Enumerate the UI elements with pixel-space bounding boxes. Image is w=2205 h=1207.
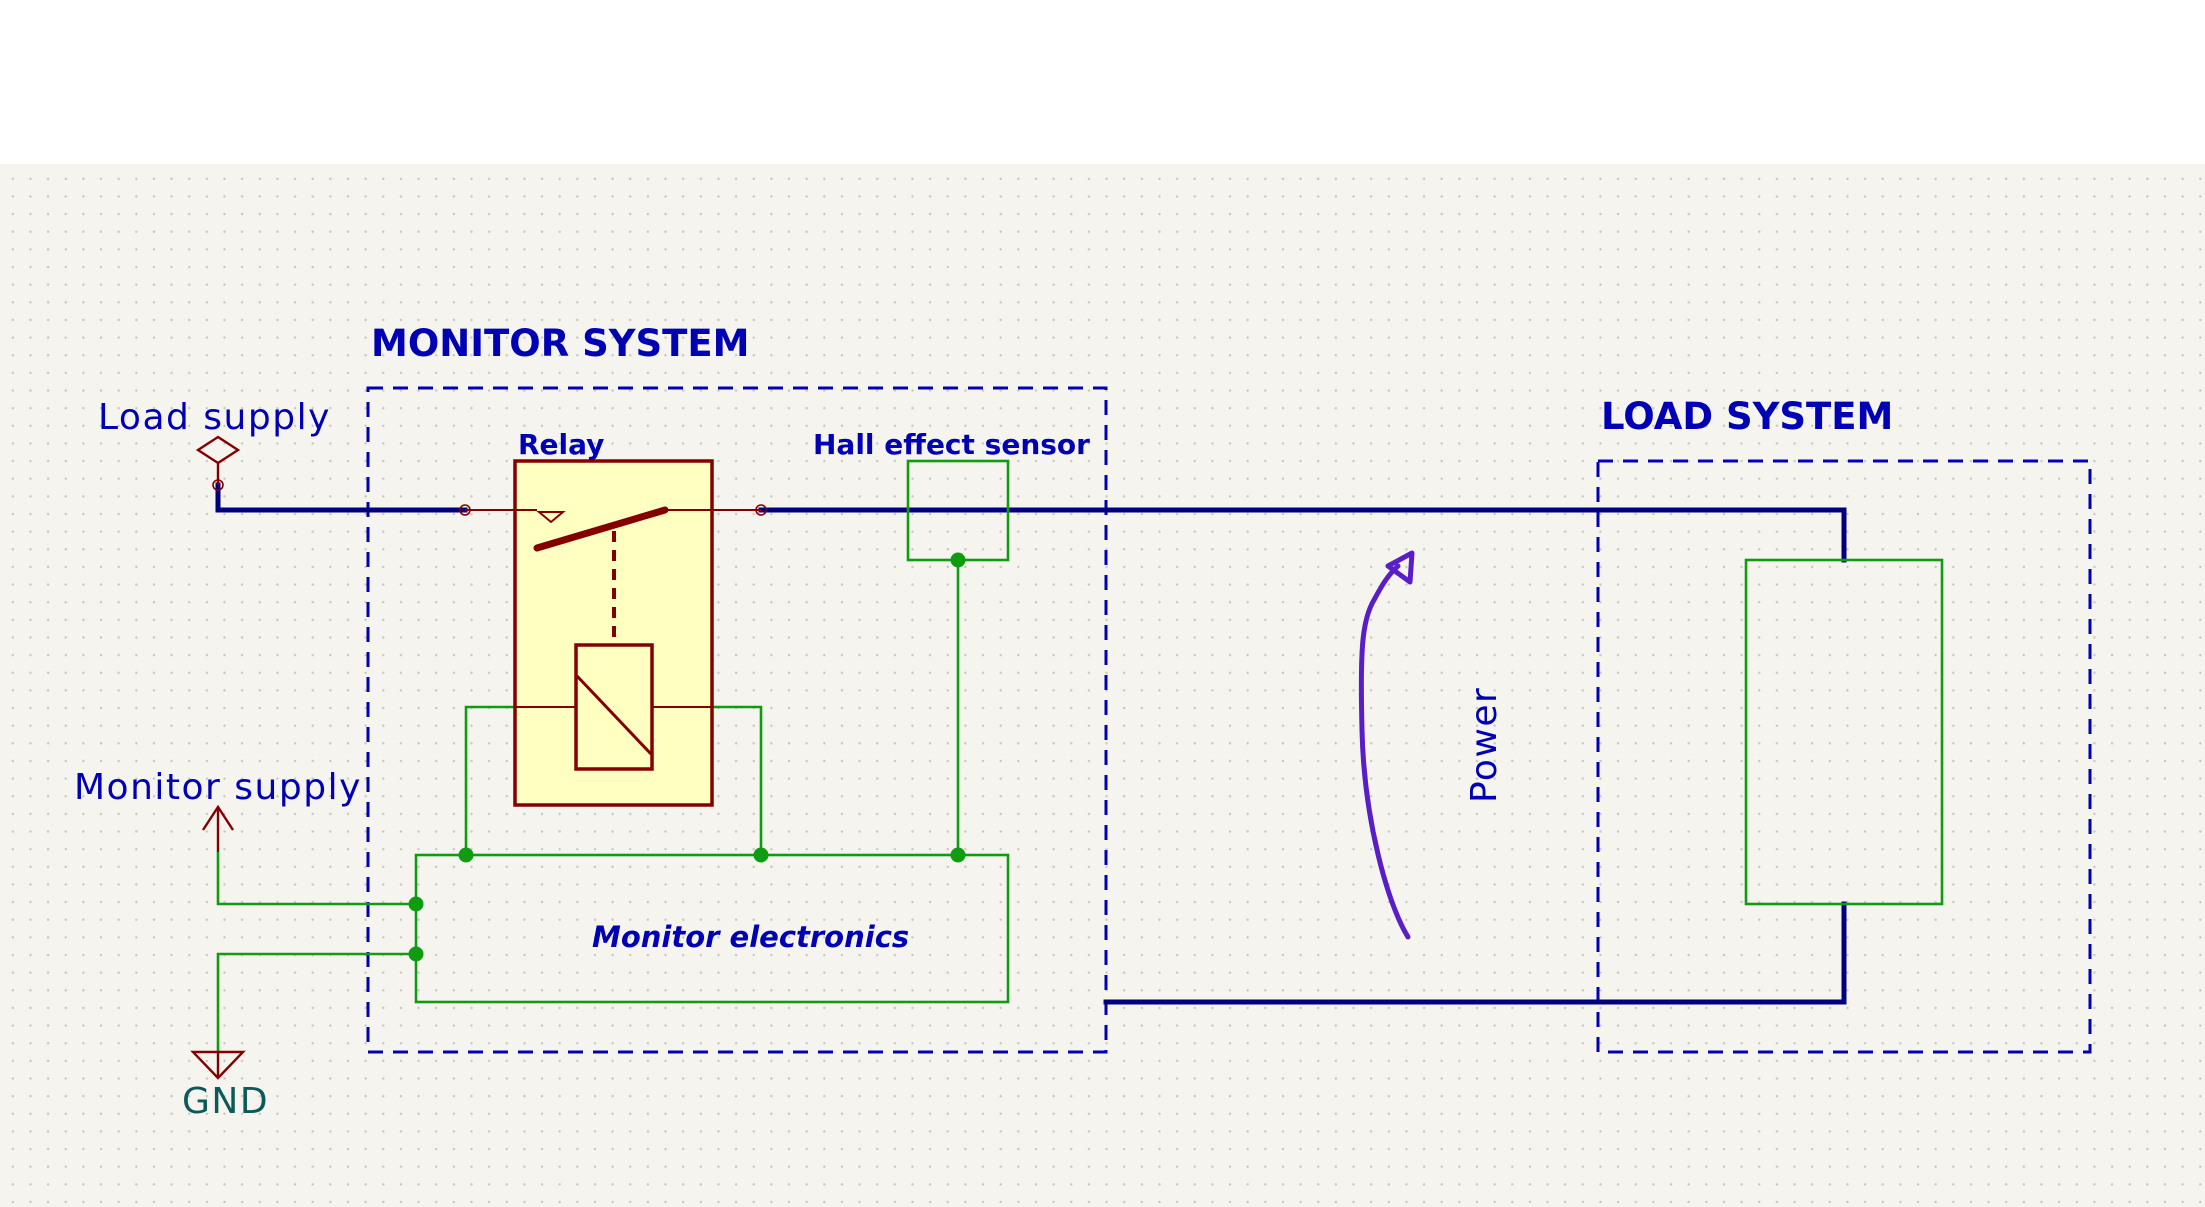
power-label: Power [1464,687,1505,803]
monitor-supply-arrow-icon[interactable] [201,804,235,852]
power-flow-arrow-icon [1358,550,1415,940]
schematic-drawing: MONITOR SYSTEM LOAD SYSTEM Relay Hall ef… [74,322,2092,1122]
relay-switch-arm [533,506,669,552]
relay-pin-dot-left [459,504,471,516]
gnd-symbol-icon[interactable] [190,1050,246,1080]
relay-contact-marker [536,511,566,524]
gnd-label: GND [182,1081,269,1122]
monitor-system-title: MONITOR SYSTEM [371,322,750,365]
junction-dot [950,552,966,568]
relay-pin-dot-right [755,504,767,516]
load-power-wiring [215,482,1847,1005]
load-supply-label: Load supply [98,397,331,438]
load-system-title: LOAD SYSTEM [1601,395,1893,438]
load-symbol[interactable] [1744,558,1944,906]
junction-dot [458,847,474,863]
power-bus-top [758,507,1847,563]
relay-label: Relay [518,428,604,461]
junction-dot [753,847,769,863]
monitor-supply-label: Monitor supply [74,767,362,808]
gnd-wire [216,952,416,1052]
schematic-canvas[interactable]: MONITOR SYSTEM LOAD SYSTEM Relay Hall ef… [0,164,2205,1207]
junction-dot [950,847,966,863]
load-system-outline [1596,459,2092,1054]
relay-symbol[interactable] [459,459,767,807]
load-supply-wire [215,482,468,513]
monitor-supply-wire [216,852,416,906]
junction-dot [408,946,424,962]
hall-sensor-label: Hall effect sensor [813,428,1090,461]
top-blank-strip [0,0,2205,164]
junctions [408,552,966,962]
monitor-electronics-label: Monitor electronics [592,920,909,954]
load-supply-port-icon[interactable] [195,435,241,491]
monitor-electronics-box[interactable] [414,853,1010,1004]
power-bus-bottom [1103,901,1847,1005]
relay-coil-diagonal [575,674,653,756]
junction-dot [408,896,424,912]
